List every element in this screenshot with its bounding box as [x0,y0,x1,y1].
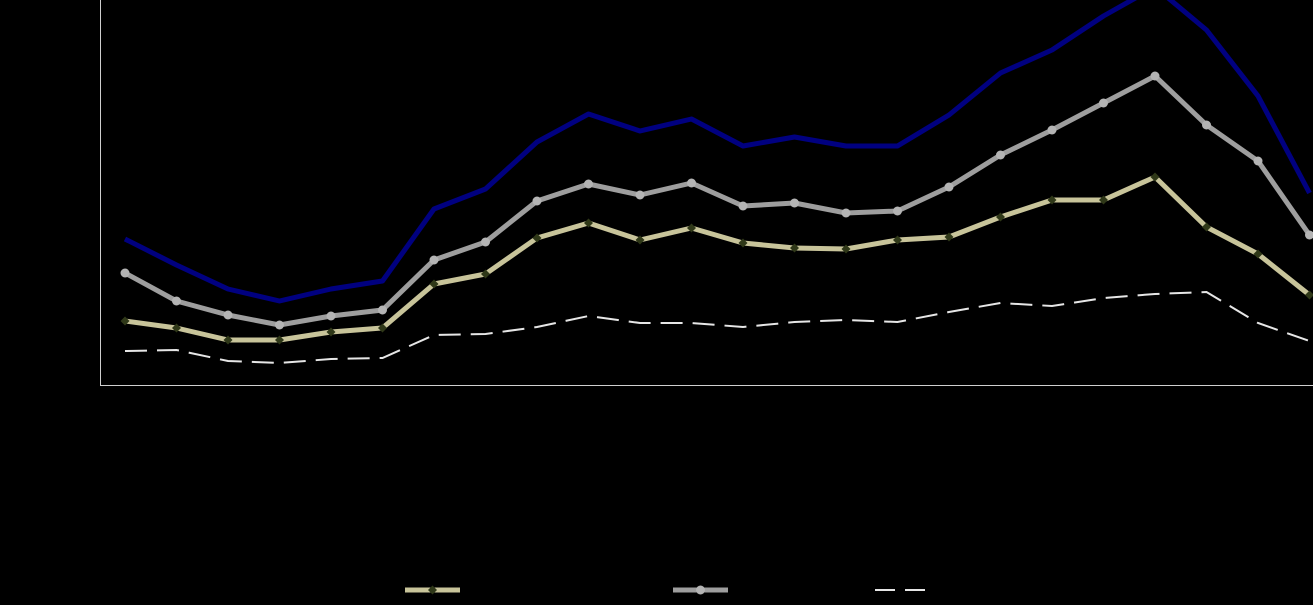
data-point-khaki-diamond [532,233,542,243]
data-point-grey-circle [1150,71,1160,81]
series-line-navy [123,0,1312,304]
data-point-khaki-diamond [1047,195,1057,205]
data-point-grey-circle [944,182,954,192]
series-line-grey-circle [123,73,1312,328]
data-point-grey-circle [1305,230,1313,240]
data-point-grey-circle [1047,125,1057,135]
data-point-khaki-diamond [223,335,233,345]
data-point-grey-circle [1202,120,1211,130]
data-point-khaki-diamond [584,218,593,228]
data-point-khaki-diamond [738,238,748,248]
data-point-grey-circle [1099,98,1108,108]
data-point-grey-circle [1253,156,1263,166]
legend-item-khaki-diamond [405,585,460,595]
data-point-khaki-diamond [1305,290,1313,300]
series-group [120,0,1313,365]
data-point-grey-circle [223,310,233,320]
data-point-grey-circle [893,206,902,216]
series-line-white-dash [124,290,1310,365]
legend-marker-khaki-diamond [428,585,437,595]
data-point-grey-circle [996,150,1005,160]
data-point-grey-circle [841,208,851,218]
data-point-grey-circle [790,198,799,208]
data-point-khaki-diamond [172,323,181,333]
legend-item-grey-circle [673,585,728,595]
data-point-grey-circle [326,311,336,321]
series-grey-circle [120,71,1313,330]
data-point-grey-circle [275,320,284,330]
data-point-khaki-diamond [893,235,902,245]
data-point-grey-circle [481,237,490,247]
data-point-khaki-diamond [1202,222,1211,232]
data-point-grey-circle [429,255,439,265]
data-point-grey-circle [738,201,748,211]
data-point-khaki-diamond [687,223,696,233]
data-point-khaki-diamond [326,327,336,337]
data-point-khaki-diamond [841,244,851,254]
data-point-grey-circle [584,179,593,189]
data-point-khaki-diamond [1099,195,1108,205]
data-point-khaki-diamond [944,232,954,242]
legend-marker-grey-circle [696,585,705,595]
data-point-khaki-diamond [790,243,799,253]
data-point-khaki-diamond [1253,249,1263,259]
series-khaki-diamond [120,172,1313,345]
data-point-grey-circle [532,196,542,206]
data-point-khaki-diamond [481,269,490,279]
data-point-grey-circle [378,305,387,315]
data-point-grey-circle [687,178,696,188]
data-point-grey-circle [635,190,645,200]
data-point-khaki-diamond [1150,172,1160,182]
data-point-khaki-diamond [120,316,130,326]
series-navy [123,0,1312,304]
series-line-khaki-diamond [124,174,1312,343]
data-point-grey-circle [120,268,130,278]
data-point-grey-circle [172,296,181,306]
series-white-dash [124,290,1310,365]
data-point-khaki-diamond [429,279,439,289]
data-point-khaki-diamond [275,335,284,345]
data-point-khaki-diamond [635,235,645,245]
axes [100,0,1313,386]
data-point-khaki-diamond [996,212,1005,222]
legend [405,585,927,595]
data-point-khaki-diamond [378,323,387,333]
